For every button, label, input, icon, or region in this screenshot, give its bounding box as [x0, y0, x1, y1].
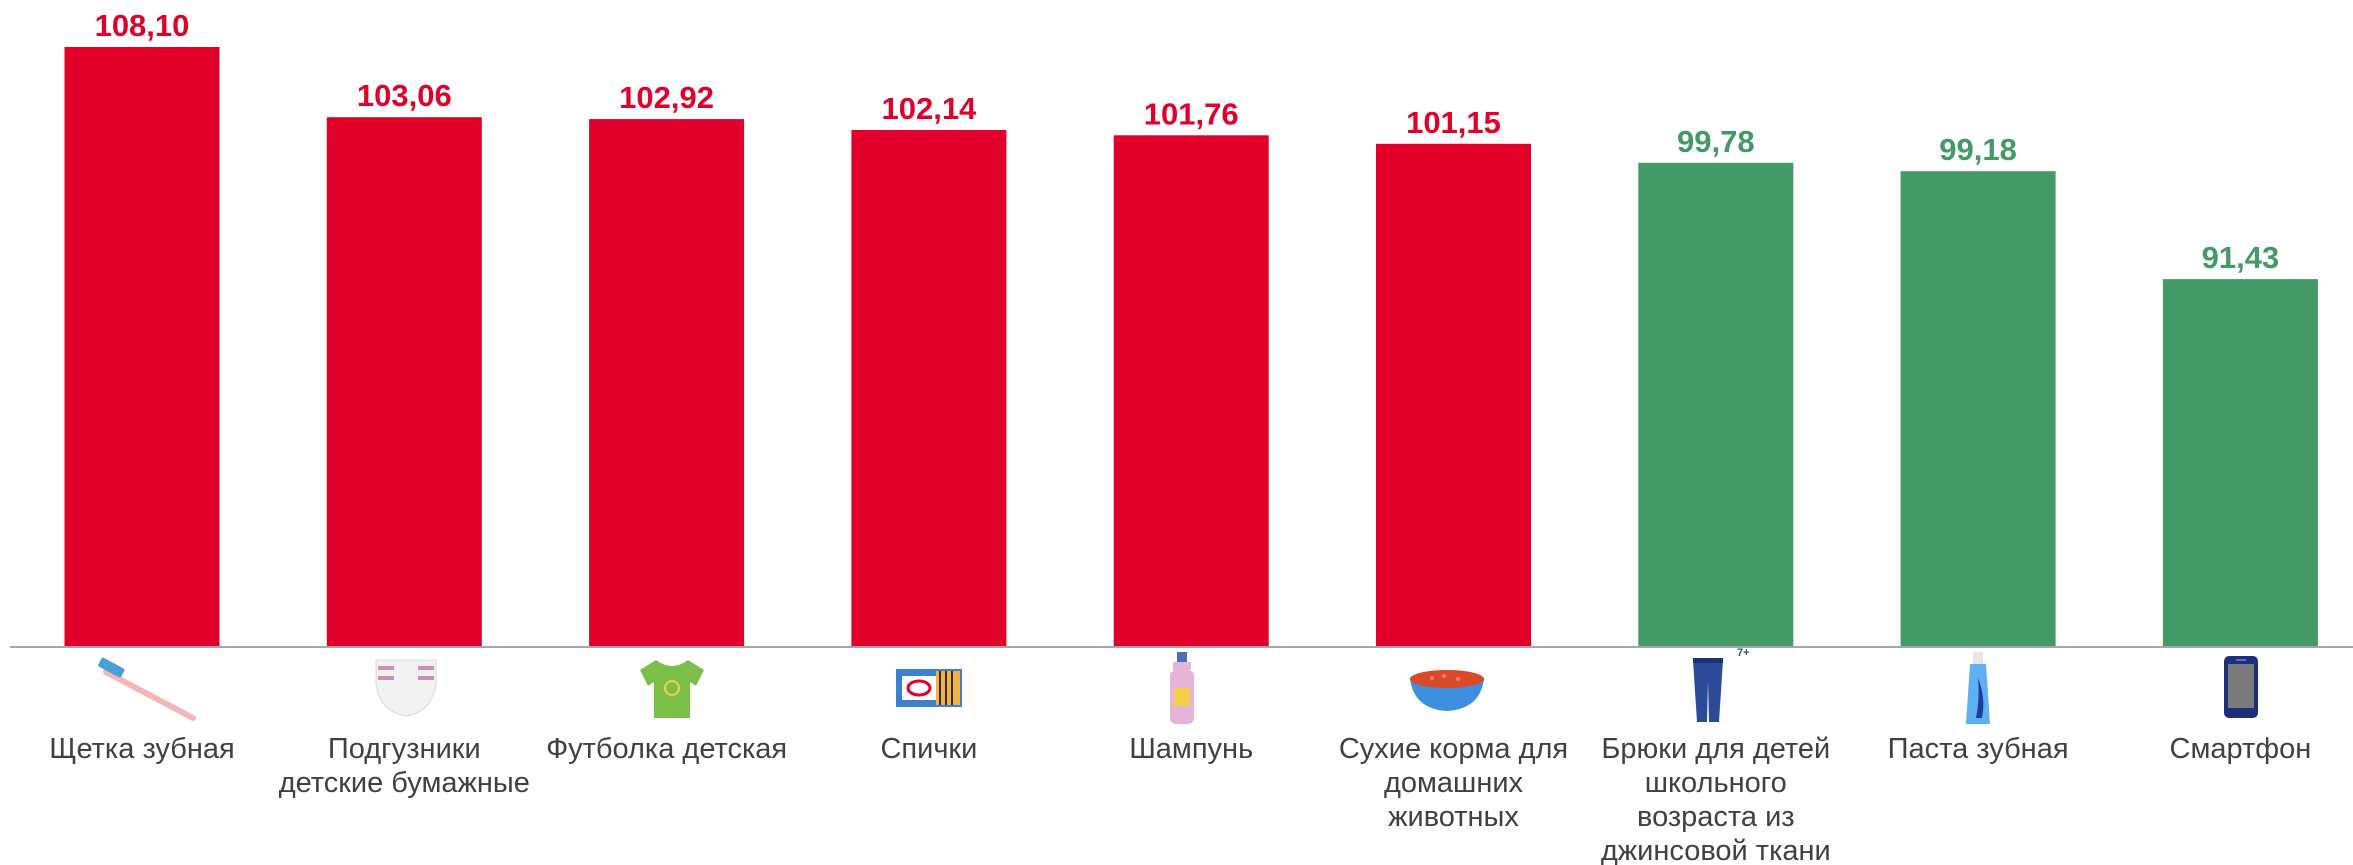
- category-labels-group: Щетка зубная Подгузники детские бумажные Фу…: [49, 733, 2311, 865]
- value-label-6: 101,15: [1406, 105, 1501, 140]
- value-label-7: 99,78: [1677, 124, 1755, 159]
- category-label-4: Спички: [880, 733, 977, 765]
- value-labels-group: 108,10 103,06 102,92 102,14 101,76 101,15 99,7…: [95, 8, 2280, 275]
- bar-9: [2162, 279, 2318, 647]
- value-label-4: 102,14: [881, 91, 977, 126]
- matchbox-icon: [896, 669, 962, 707]
- category-label-5: Шампунь: [1129, 733, 1253, 765]
- diaper-icon: [375, 659, 437, 717]
- category-label-3: Футболка детская: [546, 733, 787, 765]
- category-label-1: Щетка зубная: [49, 733, 234, 765]
- value-label-1: 108,10: [95, 8, 190, 43]
- bar-4: [851, 130, 1007, 647]
- bar-5: [1113, 135, 1269, 648]
- bar-2: [326, 117, 482, 647]
- jeans-age-badge: 7+: [1737, 647, 1750, 659]
- toothpaste-icon: [1966, 652, 1990, 724]
- value-label-5: 101,76: [1144, 96, 1239, 131]
- category-label-7: Брюки для детей школьного возраста из джинс…: [1601, 733, 1831, 865]
- shampoo-icon: [1170, 652, 1194, 724]
- jeans-icon: 7+: [1693, 647, 1750, 722]
- bar-3: [589, 119, 745, 648]
- toothbrush-icon: [98, 657, 196, 721]
- bar-8: [1900, 171, 2056, 647]
- value-label-3: 102,92: [619, 80, 714, 115]
- category-label-9: Смартфон: [2170, 733, 2312, 765]
- category-label-6: Сухие корма для домашних животных: [1339, 733, 1568, 833]
- icons-group: 7+: [98, 647, 2258, 724]
- smartphone-icon: [2224, 656, 2258, 718]
- bar-1: [64, 47, 220, 647]
- value-label-9: 91,43: [2202, 240, 2280, 275]
- bar-7: [1638, 162, 1794, 648]
- category-label-2: Подгузники детские бумажные: [279, 733, 530, 799]
- bars-group: [64, 47, 2318, 648]
- value-label-2: 103,06: [357, 78, 452, 113]
- bar-6: [1376, 143, 1531, 648]
- value-label-8: 99,18: [1939, 132, 2017, 167]
- tshirt-icon: [640, 660, 704, 718]
- category-label-8: Паста зубная: [1888, 733, 2069, 765]
- pet-food-bowl-icon: [1410, 670, 1484, 711]
